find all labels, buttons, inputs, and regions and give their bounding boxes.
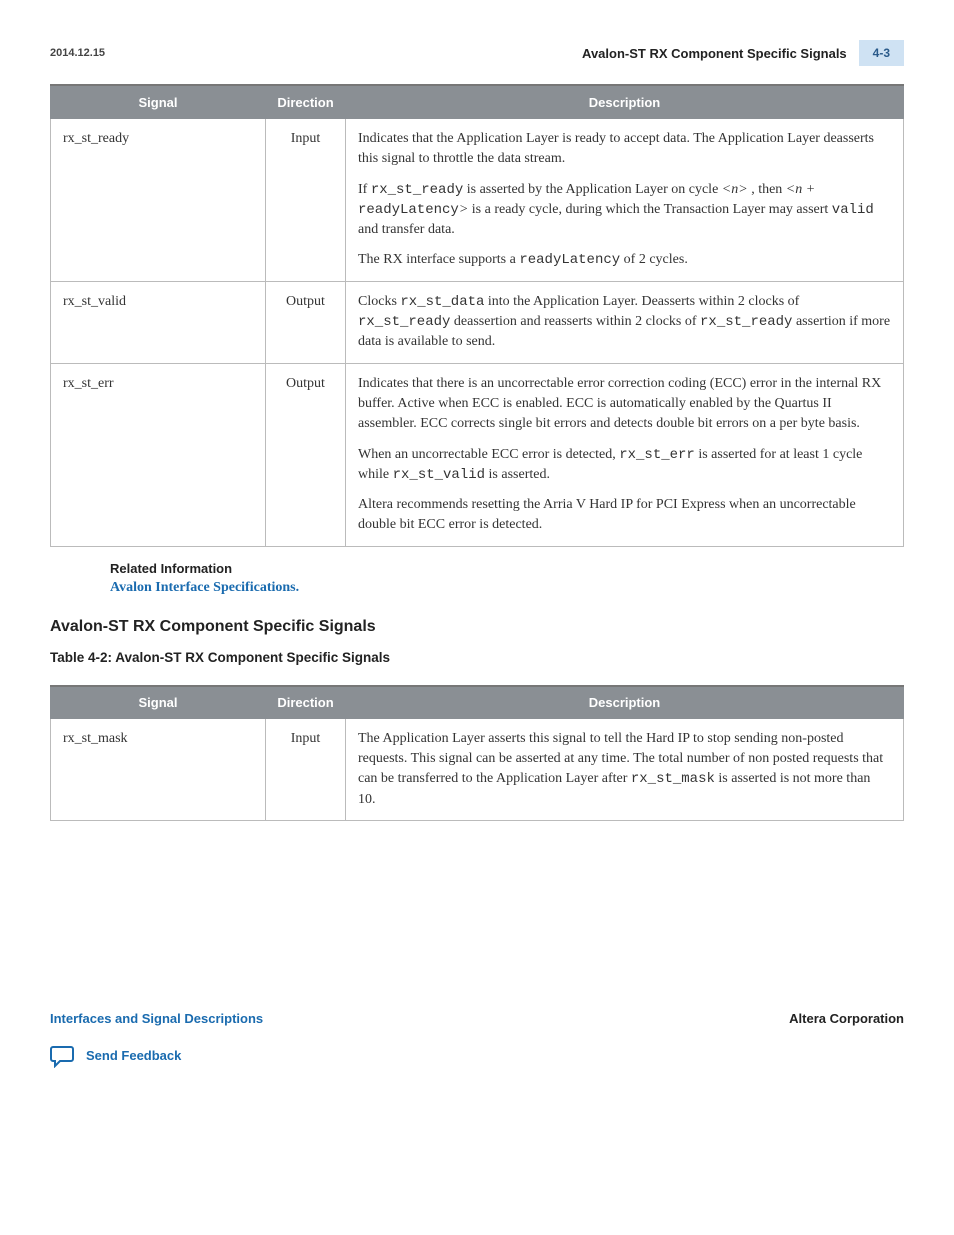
signal-direction: Output — [266, 363, 346, 546]
col-header-signal: Signal — [51, 686, 266, 719]
desc-para: The Application Layer asserts this signa… — [358, 729, 891, 810]
send-feedback-row[interactable]: Send Feedback — [50, 1044, 904, 1068]
signals-table-2: Signal Direction Description rx_st_mask … — [50, 685, 904, 821]
signal-direction: Input — [266, 718, 346, 820]
table-title: Table 4-2: Avalon-ST RX Component Specif… — [50, 650, 904, 665]
signals-table-1: Signal Direction Description rx_st_ready… — [50, 86, 904, 547]
col-header-direction: Direction — [266, 686, 346, 719]
signal-name: rx_st_valid — [51, 281, 266, 363]
signal-description: Indicates that there is an uncorrectable… — [346, 363, 904, 546]
footer-left-link[interactable]: Interfaces and Signal Descriptions — [50, 1011, 263, 1026]
section-heading: Avalon-ST RX Component Specific Signals — [50, 618, 904, 636]
table-row: rx_st_err Output Indicates that there is… — [51, 363, 904, 546]
footer-right-text: Altera Corporation — [789, 1011, 904, 1026]
signal-name: rx_st_ready — [51, 119, 266, 282]
signal-name: rx_st_err — [51, 363, 266, 546]
table-row: rx_st_ready Input Indicates that the App… — [51, 119, 904, 282]
signal-description: The Application Layer asserts this signa… — [346, 718, 904, 820]
table-row: rx_st_mask Input The Application Layer a… — [51, 718, 904, 820]
signal-direction: Input — [266, 119, 346, 282]
desc-para: Altera recommends resetting the Arria V … — [358, 495, 891, 536]
feedback-icon — [50, 1044, 76, 1068]
signal-name: rx_st_mask — [51, 718, 266, 820]
desc-para: Indicates that there is an uncorrectable… — [358, 374, 891, 435]
desc-para: Indicates that the Application Layer is … — [358, 129, 891, 170]
desc-para: Clocks rx_st_data into the Application L… — [358, 292, 891, 353]
desc-para: When an uncorrectable ECC error is detec… — [358, 445, 891, 486]
related-info-link[interactable]: Avalon Interface Specifications. — [110, 580, 904, 596]
table-row: rx_st_valid Output Clocks rx_st_data int… — [51, 281, 904, 363]
related-info-label: Related Information — [110, 561, 904, 576]
signal-description: Indicates that the Application Layer is … — [346, 119, 904, 282]
desc-para: If rx_st_ready is asserted by the Applic… — [358, 180, 891, 241]
col-header-direction: Direction — [266, 87, 346, 119]
col-header-description: Description — [346, 686, 904, 719]
signal-description: Clocks rx_st_data into the Application L… — [346, 281, 904, 363]
header-title: Avalon-ST RX Component Specific Signals — [582, 46, 847, 61]
send-feedback-link[interactable]: Send Feedback — [86, 1048, 181, 1063]
desc-para: The RX interface supports a readyLatency… — [358, 250, 891, 270]
col-header-description: Description — [346, 87, 904, 119]
page-footer: Interfaces and Signal Descriptions Alter… — [50, 1011, 904, 1026]
date-label: 2014.12.15 — [50, 47, 105, 59]
page-header: 2014.12.15 Avalon-ST RX Component Specif… — [50, 40, 904, 66]
col-header-signal: Signal — [51, 87, 266, 119]
signal-direction: Output — [266, 281, 346, 363]
page-number-badge: 4-3 — [859, 40, 904, 66]
